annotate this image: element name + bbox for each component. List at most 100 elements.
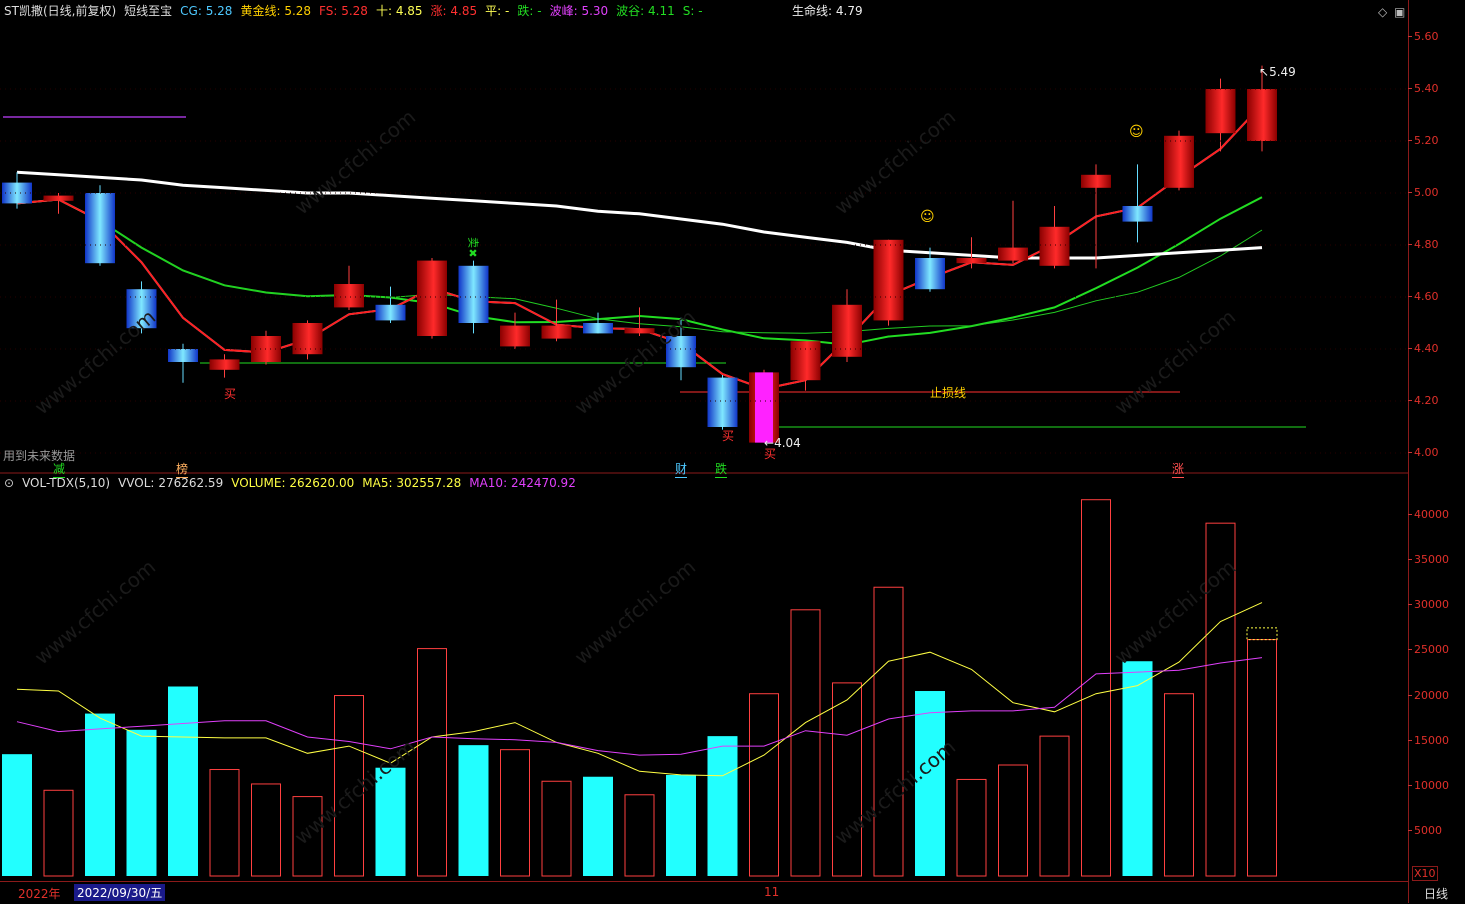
volume-bar	[334, 695, 364, 877]
volume-bar	[126, 729, 157, 876]
volume-bar	[251, 783, 281, 877]
s-readout: S: -	[682, 4, 703, 18]
volume-bar	[749, 693, 779, 877]
future-data-note: 用到未来数据	[3, 449, 76, 463]
candle-body	[1081, 174, 1111, 188]
buy-signal-1: 买	[224, 387, 237, 401]
volume-tick-label: 5000	[1408, 823, 1442, 837]
volume-bar	[1122, 661, 1153, 876]
shi-readout: 十: 4.85	[375, 4, 423, 18]
candle-body	[998, 247, 1028, 261]
candle-body	[832, 304, 862, 357]
candle-body	[85, 193, 115, 264]
candle-body	[624, 328, 655, 334]
volume-bar	[85, 713, 115, 876]
volume-bar	[1247, 639, 1277, 877]
volume-bar	[998, 764, 1028, 877]
price-tick-label: 4.40	[1408, 342, 1439, 355]
high-price-mark: ↖5.49	[1259, 65, 1296, 79]
volume-bar	[417, 648, 447, 877]
chevron-icon[interactable]: ⊙	[4, 476, 15, 490]
price-tick-label: 4.00	[1408, 446, 1439, 459]
candle-body	[375, 304, 406, 321]
volume-bar	[209, 769, 240, 877]
low-price-mark: ←4.04	[764, 436, 801, 450]
candle-body	[458, 265, 489, 323]
volume-bar	[1081, 499, 1111, 877]
price-panel-header: ST凯撒(日线,前复权) 短线至宝 CG: 5.28 黄金线: 5.28 FS: 5.2…	[4, 2, 711, 20]
candle-body	[873, 239, 904, 321]
price-tick-label: 5.40	[1408, 82, 1439, 95]
vvol-readout: VVOL: 276262.59	[118, 476, 224, 490]
date-cursor-label: 2022/09/30/五	[74, 884, 166, 901]
candle-body	[1247, 89, 1277, 141]
trough-readout: 波谷: 4.11	[616, 4, 675, 18]
candle-body	[209, 359, 240, 370]
ma5-readout: MA5: 302557.28	[362, 476, 462, 490]
volume-bar	[790, 609, 821, 877]
candle-body	[168, 349, 198, 362]
candle-body	[334, 284, 364, 308]
ping-readout: 平: -	[485, 4, 510, 18]
tag-die[interactable]: 跌	[715, 462, 728, 478]
volume-bar	[375, 767, 406, 876]
volume-bar	[873, 586, 904, 877]
volume-bar	[1205, 522, 1236, 877]
volume-tick-label: 20000	[1408, 688, 1449, 702]
month-label: 11	[764, 885, 780, 899]
candle-body	[126, 289, 157, 329]
candle-body	[666, 336, 696, 368]
price-tick-label: 5.00	[1408, 186, 1439, 199]
golden-line-readout: 黄金线: 5.28	[240, 4, 312, 18]
buy-signal-2: 买	[722, 429, 735, 443]
candle-body	[417, 260, 447, 336]
volume-tick-label: 15000	[1408, 733, 1449, 747]
candle-body	[1122, 206, 1153, 222]
volume-bar	[956, 778, 987, 877]
volume-bar	[832, 682, 862, 877]
candle-body	[292, 323, 323, 355]
price-tick-label: 5.60	[1408, 30, 1439, 43]
candle-body	[43, 195, 74, 201]
candle-body	[1164, 135, 1194, 188]
window-icon[interactable]: ▣	[1394, 5, 1406, 19]
volume-bar	[1164, 693, 1194, 877]
volume-bar	[500, 749, 530, 877]
volume-tick-label: 35000	[1408, 553, 1449, 567]
volume-tick-label: 30000	[1408, 598, 1449, 612]
life-line-readout: 生命线: 4.79	[792, 4, 863, 18]
tag-jian[interactable]: 减	[53, 462, 66, 478]
volume-bar	[2, 754, 32, 876]
indicator-name[interactable]: 短线至宝	[124, 4, 173, 18]
price-tick-label: 4.80	[1408, 238, 1439, 251]
candle-body	[1205, 89, 1236, 134]
price-scale[interactable]	[1408, 0, 1465, 903]
volume-tick-label: 25000	[1408, 643, 1449, 657]
vol-indicator-name[interactable]: VOL-TDX(5,10)	[22, 476, 111, 490]
volume-bar	[43, 789, 74, 877]
stock-title[interactable]: ST凯撒(日线,前复权)	[4, 4, 117, 18]
trend-red-line	[16, 103, 1263, 390]
volume-ma10-line	[16, 657, 1263, 756]
tag-zhang[interactable]: 涨	[1172, 462, 1185, 478]
volume-bar	[583, 776, 613, 876]
volume-bar	[458, 745, 489, 876]
stop-loss-label: 止损线	[930, 386, 967, 400]
tag-cai[interactable]: 财	[675, 462, 688, 478]
diamond-icon[interactable]: ◇	[1378, 5, 1388, 19]
time-axis[interactable]: 2022年 2022/09/30/五 11	[0, 881, 1408, 904]
volume-estimate-box	[1246, 627, 1278, 641]
price-tick-label: 4.60	[1408, 290, 1439, 303]
ma10-readout: MA10: 242470.92	[469, 476, 576, 490]
period-button[interactable]: 日线	[1424, 887, 1449, 901]
tag-bang[interactable]: 榜	[176, 462, 189, 478]
buy-signal-3: 买	[764, 447, 777, 461]
candle-body	[500, 325, 530, 347]
smiley-icon: ☺	[920, 209, 935, 225]
stock-chart[interactable]	[0, 0, 1408, 881]
volume-bar	[292, 796, 323, 877]
volume-bar	[666, 774, 696, 876]
candle-body	[956, 258, 987, 264]
sell-signal: 卖 ✖	[466, 237, 480, 260]
candle-body	[583, 323, 613, 334]
